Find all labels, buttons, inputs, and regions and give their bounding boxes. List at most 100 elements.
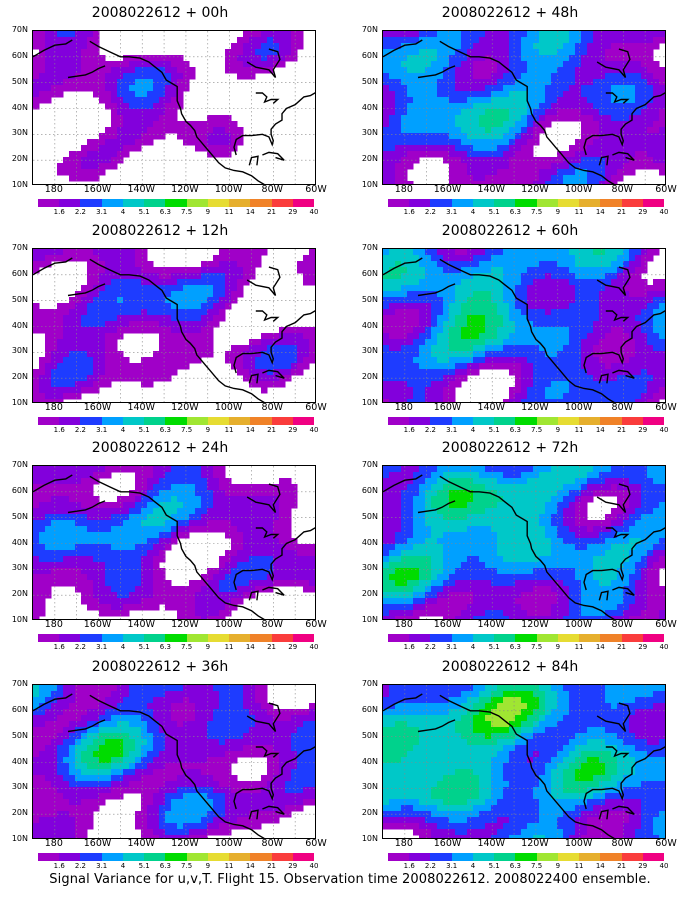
colorbar-swatch <box>494 853 516 861</box>
coastline <box>233 92 315 156</box>
coastline <box>383 474 423 493</box>
colorbar-swatch <box>59 199 81 207</box>
lat-label: 40N <box>11 756 28 766</box>
colorbar-label: 11 <box>574 643 584 651</box>
colorbar-swatch <box>579 634 601 642</box>
colorbar <box>38 417 315 425</box>
colorbar-label: 3.1 <box>446 426 458 434</box>
lon-label: 140W <box>477 838 505 849</box>
lon-label: 160W <box>433 402 462 413</box>
lon-label: 100W <box>564 402 593 413</box>
colorbar-swatch <box>472 634 495 642</box>
colorbar-label: 11 <box>574 862 584 870</box>
colorbar <box>388 417 665 425</box>
variance-map <box>33 31 315 184</box>
colorbar-swatch <box>557 199 580 207</box>
colorbar-label: 21 <box>617 426 626 434</box>
map-panel: 2008022612 + 12h 70N 60N 50N 40N 30N 20N 10N 180… <box>0 218 340 436</box>
lon-label: 140W <box>477 402 505 413</box>
colorbar-label: 3.1 <box>96 426 108 434</box>
colorbar-swatch <box>80 853 102 861</box>
lat-label: 30N <box>361 346 378 356</box>
colorbar-swatch <box>642 634 665 642</box>
lon-label: 140W <box>127 184 155 195</box>
colorbar-swatch <box>80 634 102 642</box>
coastline <box>246 702 281 732</box>
coastline <box>262 586 285 596</box>
variance-map <box>383 31 665 184</box>
colorbar-swatch <box>292 199 315 207</box>
colorbar-swatch <box>144 634 166 642</box>
colorbar-label: 9 <box>555 426 561 434</box>
lon-label: 140W <box>477 619 505 630</box>
colorbar-label: 6.3 <box>509 426 521 434</box>
lon-label: 160W <box>83 838 112 849</box>
colorbar-labels: 1.6 2.2 3.1 4 5.1 6.3 7.5 9 11 14 21 29 40 <box>38 643 319 653</box>
coastline <box>262 369 285 379</box>
colorbar-label: 7.5 <box>531 208 543 216</box>
map-panel: 2008022612 + 72h 70N 60N 50N 40N 30N 20N 10N 180… <box>350 435 690 653</box>
lat-label: 30N <box>11 346 28 356</box>
colorbar-swatch <box>515 634 537 642</box>
lon-label: 80W <box>261 838 284 849</box>
map-panel: 2008022612 + 60h 70N 60N 50N 40N 30N 20N 10N 180… <box>350 218 690 436</box>
coastline <box>596 48 631 78</box>
colorbar-label: 2.2 <box>74 426 87 434</box>
colorbar-swatch <box>271 417 293 425</box>
colorbar-swatch <box>515 853 537 861</box>
colorbar-swatch <box>621 853 643 861</box>
colorbar-label: 9 <box>555 208 561 216</box>
lon-label: 180 <box>44 184 63 195</box>
map-panel: 2008022612 + 36h 70N 60N 50N 40N 30N 20N 10N 180… <box>0 654 340 872</box>
colorbar-label: 2.2 <box>424 426 437 434</box>
colorbar-label: 40 <box>309 208 319 216</box>
coastline <box>89 475 265 619</box>
coastline <box>605 92 630 104</box>
lon-label: 120W <box>521 184 549 195</box>
lon-label: 60W <box>655 619 677 630</box>
colorbar-label: 2.2 <box>424 862 437 870</box>
coastline <box>255 92 280 104</box>
coastline <box>612 151 635 161</box>
lon-label: 160W <box>433 619 462 630</box>
colorbar-label: 29 <box>638 643 648 651</box>
coastline <box>248 809 259 820</box>
colorbar-label: 1.6 <box>53 426 65 434</box>
colorbar-swatch <box>451 199 473 207</box>
lat-label: 60N <box>11 704 28 714</box>
colorbar-label: 21 <box>267 643 276 651</box>
colorbar-label: 14 <box>245 208 255 216</box>
colorbar-label: 14 <box>245 426 255 434</box>
coastline <box>596 702 631 732</box>
colorbar-label: 14 <box>595 426 605 434</box>
colorbar-swatch <box>38 853 60 861</box>
lat-label: 60N <box>11 485 28 495</box>
colorbar-labels: 1.6 2.2 3.1 4 5.1 6.3 7.5 9 11 14 21 29 40 <box>388 643 669 653</box>
colorbar-swatch <box>165 853 187 861</box>
lon-label: 120W <box>521 402 549 413</box>
coastline <box>583 92 665 156</box>
colorbar-label: 40 <box>659 862 669 870</box>
lon-label: 80W <box>261 184 284 195</box>
colorbar-swatch <box>409 853 431 861</box>
coastline <box>383 257 423 276</box>
colorbar-label: 29 <box>638 426 648 434</box>
coastline <box>248 155 259 166</box>
colorbar-swatch <box>59 417 81 425</box>
coastline <box>439 258 615 402</box>
colorbar-swatch <box>144 199 166 207</box>
lon-label: 100W <box>214 619 243 630</box>
colorbar-swatch <box>165 417 187 425</box>
lon-label: 60W <box>305 838 327 849</box>
colorbar-label: 2.2 <box>74 208 87 216</box>
panel-title: 2008022612 + 24h <box>91 440 229 456</box>
colorbar-swatch <box>122 634 145 642</box>
colorbar-label: 2.2 <box>424 643 437 651</box>
lon-label: 160W <box>83 619 112 630</box>
lon-label: 80W <box>611 838 634 849</box>
colorbar-swatch <box>600 853 622 861</box>
coastline <box>598 155 609 166</box>
lat-label: 30N <box>361 128 378 138</box>
lon-label: 180 <box>394 184 413 195</box>
lon-label: 140W <box>477 184 505 195</box>
